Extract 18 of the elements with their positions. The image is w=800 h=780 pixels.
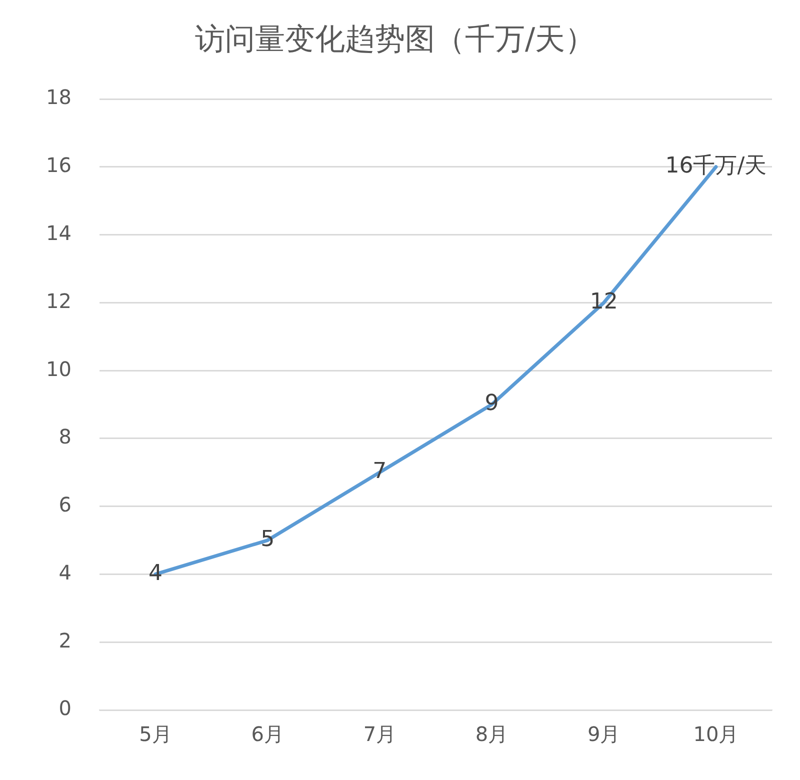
y-tick-label: 16 [46, 153, 72, 178]
x-tick-label: 9月 [587, 722, 620, 746]
x-tick-label: 5月 [139, 722, 172, 746]
x-tick-label: 7月 [363, 722, 396, 746]
y-tick-label: 18 [46, 85, 72, 110]
y-tick-label: 0 [58, 696, 72, 720]
x-tick-label: 10月 [693, 722, 739, 746]
x-tick-label: 8月 [475, 722, 508, 746]
y-tick-label: 6 [58, 492, 72, 517]
chart-title: 访问量变化趋势图（千万/天） [194, 22, 596, 57]
y-tick-label: 10 [46, 356, 72, 381]
y-tick-label: 12 [46, 288, 72, 313]
x-tick-label: 6月 [251, 722, 284, 746]
y-tick-label: 8 [58, 424, 72, 449]
data-label: 16千万/天 [665, 154, 767, 179]
y-tick-label: 2 [58, 628, 72, 652]
y-tick-label: 14 [46, 220, 72, 245]
y-tick-label: 4 [58, 560, 72, 584]
